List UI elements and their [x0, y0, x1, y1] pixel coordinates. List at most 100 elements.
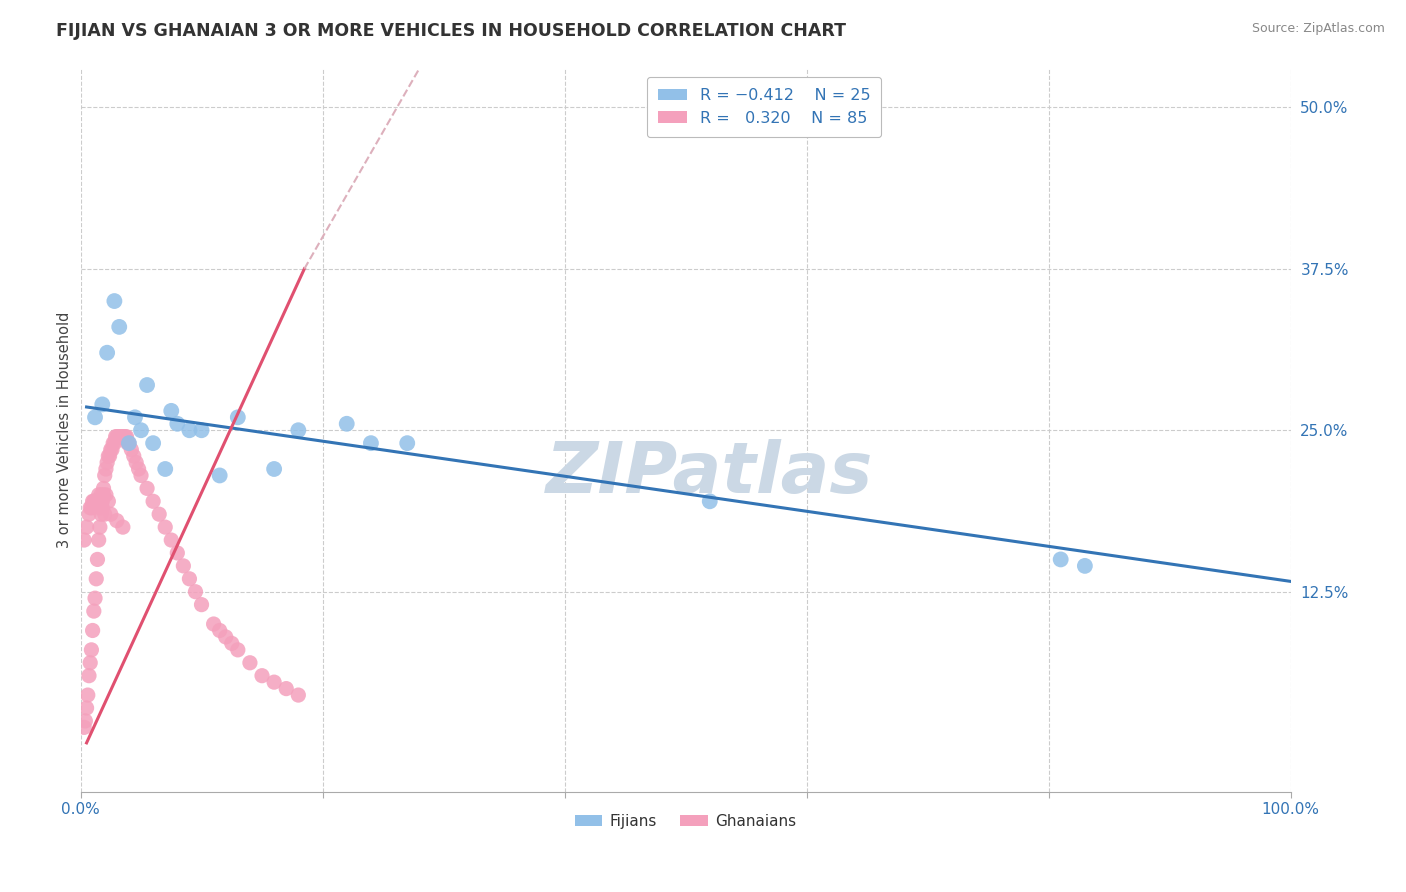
- Point: [208, 468, 231, 483]
- Point: [110, 430, 132, 444]
- Point: [184, 584, 207, 599]
- Point: [221, 636, 243, 650]
- Point: [166, 417, 188, 431]
- Point: [155, 462, 177, 476]
- Point: [83, 604, 105, 618]
- Point: [93, 488, 115, 502]
- Point: [100, 507, 122, 521]
- Point: [360, 436, 382, 450]
- Point: [104, 430, 127, 444]
- Point: [77, 669, 100, 683]
- Point: [86, 552, 108, 566]
- Point: [226, 410, 249, 425]
- Point: [96, 345, 118, 359]
- Point: [239, 656, 262, 670]
- Point: [276, 681, 298, 696]
- Point: [82, 494, 104, 508]
- Point: [396, 436, 419, 450]
- Point: [142, 436, 165, 450]
- Text: Source: ZipAtlas.com: Source: ZipAtlas.com: [1251, 22, 1385, 36]
- Point: [215, 630, 238, 644]
- Point: [115, 430, 138, 444]
- Point: [84, 494, 107, 508]
- Point: [208, 624, 231, 638]
- Point: [108, 319, 131, 334]
- Point: [699, 494, 721, 508]
- Point: [202, 617, 225, 632]
- Point: [75, 714, 97, 728]
- Point: [91, 397, 114, 411]
- Point: [250, 669, 273, 683]
- Point: [93, 468, 115, 483]
- Point: [125, 456, 148, 470]
- Point: [160, 404, 183, 418]
- Point: [263, 675, 285, 690]
- Point: [179, 423, 201, 437]
- Point: [76, 520, 98, 534]
- Point: [87, 488, 110, 502]
- Text: ZIPatlas: ZIPatlas: [546, 439, 873, 508]
- Point: [179, 572, 201, 586]
- Point: [107, 430, 129, 444]
- Point: [103, 294, 125, 309]
- Point: [124, 410, 146, 425]
- Point: [128, 462, 150, 476]
- Point: [336, 417, 359, 431]
- Point: [226, 643, 249, 657]
- Point: [136, 482, 159, 496]
- Point: [287, 688, 309, 702]
- Legend: Fijians, Ghanaians: Fijians, Ghanaians: [568, 808, 803, 835]
- Point: [90, 507, 112, 521]
- Point: [111, 520, 134, 534]
- Point: [129, 423, 152, 437]
- Point: [89, 500, 111, 515]
- Point: [136, 378, 159, 392]
- Point: [155, 520, 177, 534]
- Point: [190, 423, 212, 437]
- Point: [96, 456, 118, 470]
- Point: [129, 468, 152, 483]
- Point: [76, 688, 98, 702]
- Point: [122, 449, 145, 463]
- Point: [97, 494, 120, 508]
- Point: [111, 430, 134, 444]
- Point: [1074, 558, 1097, 573]
- Point: [84, 591, 107, 606]
- Point: [83, 494, 105, 508]
- Point: [93, 482, 115, 496]
- Point: [112, 430, 135, 444]
- Point: [86, 494, 108, 508]
- Point: [79, 656, 101, 670]
- Point: [105, 514, 128, 528]
- Point: [91, 500, 114, 515]
- Point: [89, 520, 111, 534]
- Point: [114, 430, 136, 444]
- Point: [84, 494, 107, 508]
- Point: [118, 436, 141, 450]
- Point: [108, 430, 131, 444]
- Point: [80, 643, 103, 657]
- Point: [160, 533, 183, 547]
- Point: [172, 558, 194, 573]
- Point: [97, 449, 120, 463]
- Point: [100, 442, 122, 457]
- Point: [101, 442, 124, 457]
- Point: [73, 720, 96, 734]
- Point: [77, 507, 100, 521]
- Point: [90, 488, 112, 502]
- Point: [120, 442, 142, 457]
- Y-axis label: 3 or more Vehicles in Household: 3 or more Vehicles in Household: [58, 312, 72, 549]
- Point: [103, 436, 125, 450]
- Point: [117, 436, 139, 450]
- Point: [263, 462, 285, 476]
- Point: [79, 500, 101, 515]
- Text: FIJIAN VS GHANAIAN 3 OR MORE VEHICLES IN HOUSEHOLD CORRELATION CHART: FIJIAN VS GHANAIAN 3 OR MORE VEHICLES IN…: [56, 22, 846, 40]
- Point: [98, 449, 121, 463]
- Point: [105, 430, 128, 444]
- Point: [94, 488, 117, 502]
- Point: [84, 572, 107, 586]
- Point: [190, 598, 212, 612]
- Point: [73, 533, 96, 547]
- Point: [148, 507, 170, 521]
- Point: [103, 436, 125, 450]
